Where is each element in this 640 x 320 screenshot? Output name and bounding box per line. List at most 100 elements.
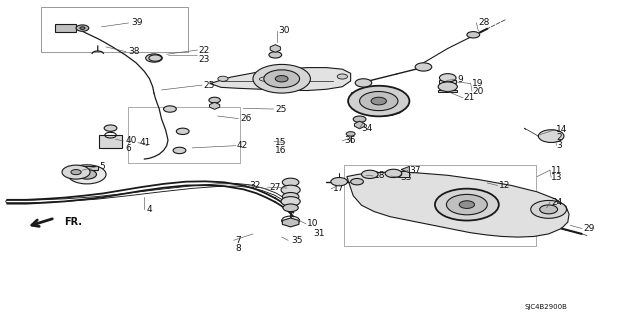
Polygon shape [210,68,351,91]
Text: 8: 8 [236,244,241,253]
Polygon shape [270,45,280,52]
Circle shape [173,147,186,154]
Circle shape [77,170,97,179]
Text: 18: 18 [374,172,386,180]
Text: 26: 26 [240,114,252,123]
Text: 12: 12 [499,181,510,190]
Text: 10: 10 [307,219,319,228]
Text: 6: 6 [125,144,131,153]
Circle shape [149,55,162,61]
Circle shape [440,74,456,82]
Polygon shape [401,166,410,173]
Text: 31: 31 [314,229,325,238]
Text: 37: 37 [410,166,421,175]
Circle shape [447,195,487,215]
Text: 34: 34 [362,124,373,132]
Bar [438,90,458,92]
Circle shape [460,201,474,208]
Text: 30: 30 [278,27,290,36]
Circle shape [348,86,410,116]
Circle shape [218,76,228,81]
Circle shape [351,179,364,185]
Circle shape [71,170,81,175]
Text: 25: 25 [275,105,287,114]
Text: 7: 7 [236,236,241,245]
Text: 28: 28 [478,19,490,28]
Text: 9: 9 [458,75,463,84]
Text: 27: 27 [269,183,280,192]
Circle shape [104,125,117,131]
Bar [390,171,410,177]
Text: 29: 29 [583,224,595,233]
Circle shape [362,170,378,179]
Text: 15: 15 [275,138,287,147]
Text: 40: 40 [125,136,136,145]
Text: 23: 23 [198,55,210,64]
Circle shape [264,70,300,88]
Circle shape [355,79,372,87]
Text: 5: 5 [100,162,106,171]
Text: FR.: FR. [65,217,83,227]
Circle shape [346,132,355,136]
Circle shape [438,82,458,92]
Circle shape [435,189,499,220]
Circle shape [253,64,310,93]
Bar [129,108,240,163]
Circle shape [80,27,85,29]
Circle shape [282,178,299,187]
Text: 33: 33 [400,173,412,182]
Circle shape [281,185,300,195]
Text: 4: 4 [147,205,152,214]
Polygon shape [209,102,220,109]
Circle shape [385,169,402,178]
Circle shape [538,130,564,142]
Circle shape [337,74,348,79]
Text: 3: 3 [556,141,562,150]
Circle shape [389,171,402,177]
Polygon shape [355,121,365,129]
Text: 42: 42 [237,141,248,150]
Circle shape [76,25,89,31]
Circle shape [281,197,300,206]
Polygon shape [282,218,299,227]
Circle shape [531,200,566,218]
Text: 22: 22 [198,45,210,55]
Circle shape [371,97,387,105]
Text: 36: 36 [344,136,356,145]
Circle shape [176,128,189,134]
Text: 2: 2 [556,133,562,142]
Bar [440,80,456,83]
Text: 21: 21 [464,93,475,102]
Text: 41: 41 [140,138,151,147]
Bar [344,165,536,246]
Text: 19: 19 [472,79,483,88]
Circle shape [68,165,106,184]
Circle shape [353,116,366,123]
Text: 17: 17 [333,184,344,193]
Text: SJC4B2900B: SJC4B2900B [524,304,567,309]
Text: 38: 38 [129,47,140,56]
Polygon shape [55,24,76,32]
Circle shape [164,106,176,112]
Circle shape [540,205,557,214]
Text: 16: 16 [275,146,287,155]
Polygon shape [351,87,406,116]
Circle shape [283,204,298,212]
Circle shape [360,92,398,111]
Circle shape [62,165,90,179]
Circle shape [269,52,282,58]
Circle shape [146,54,163,62]
Text: 13: 13 [551,173,563,182]
Circle shape [209,97,220,103]
Circle shape [275,76,288,82]
Circle shape [331,178,348,186]
Polygon shape [347,172,569,237]
Bar [76,166,98,170]
Text: 25: 25 [204,81,215,90]
Bar [99,134,122,148]
Circle shape [282,193,299,201]
Text: 20: 20 [472,87,483,96]
Text: 35: 35 [291,236,303,245]
Text: 24: 24 [551,197,563,206]
Text: 14: 14 [556,125,568,134]
